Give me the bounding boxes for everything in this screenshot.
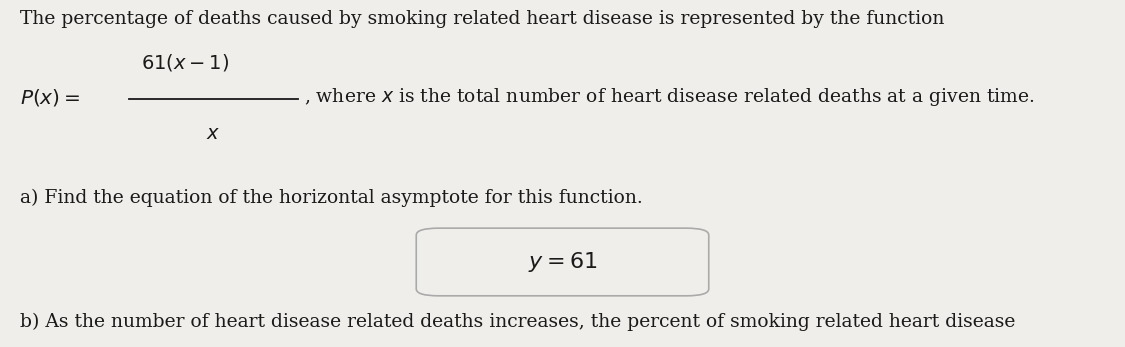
Text: $y=61$: $y=61$: [528, 250, 597, 274]
FancyBboxPatch shape: [416, 228, 709, 296]
Text: a) Find the equation of the horizontal asymptote for this function.: a) Find the equation of the horizontal a…: [20, 189, 643, 208]
Text: b) As the number of heart disease related deaths increases, the percent of smoki: b) As the number of heart disease relate…: [20, 312, 1016, 331]
Text: $P(x)=$: $P(x)=$: [20, 87, 81, 108]
Text: $x$: $x$: [206, 125, 220, 143]
Text: $61(x-1)$: $61(x-1)$: [141, 52, 228, 73]
Text: The percentage of deaths caused by smoking related heart disease is represented : The percentage of deaths caused by smoki…: [20, 10, 945, 28]
Text: , where $x$ is the total number of heart disease related deaths at a given time.: , where $x$ is the total number of heart…: [304, 86, 1035, 108]
